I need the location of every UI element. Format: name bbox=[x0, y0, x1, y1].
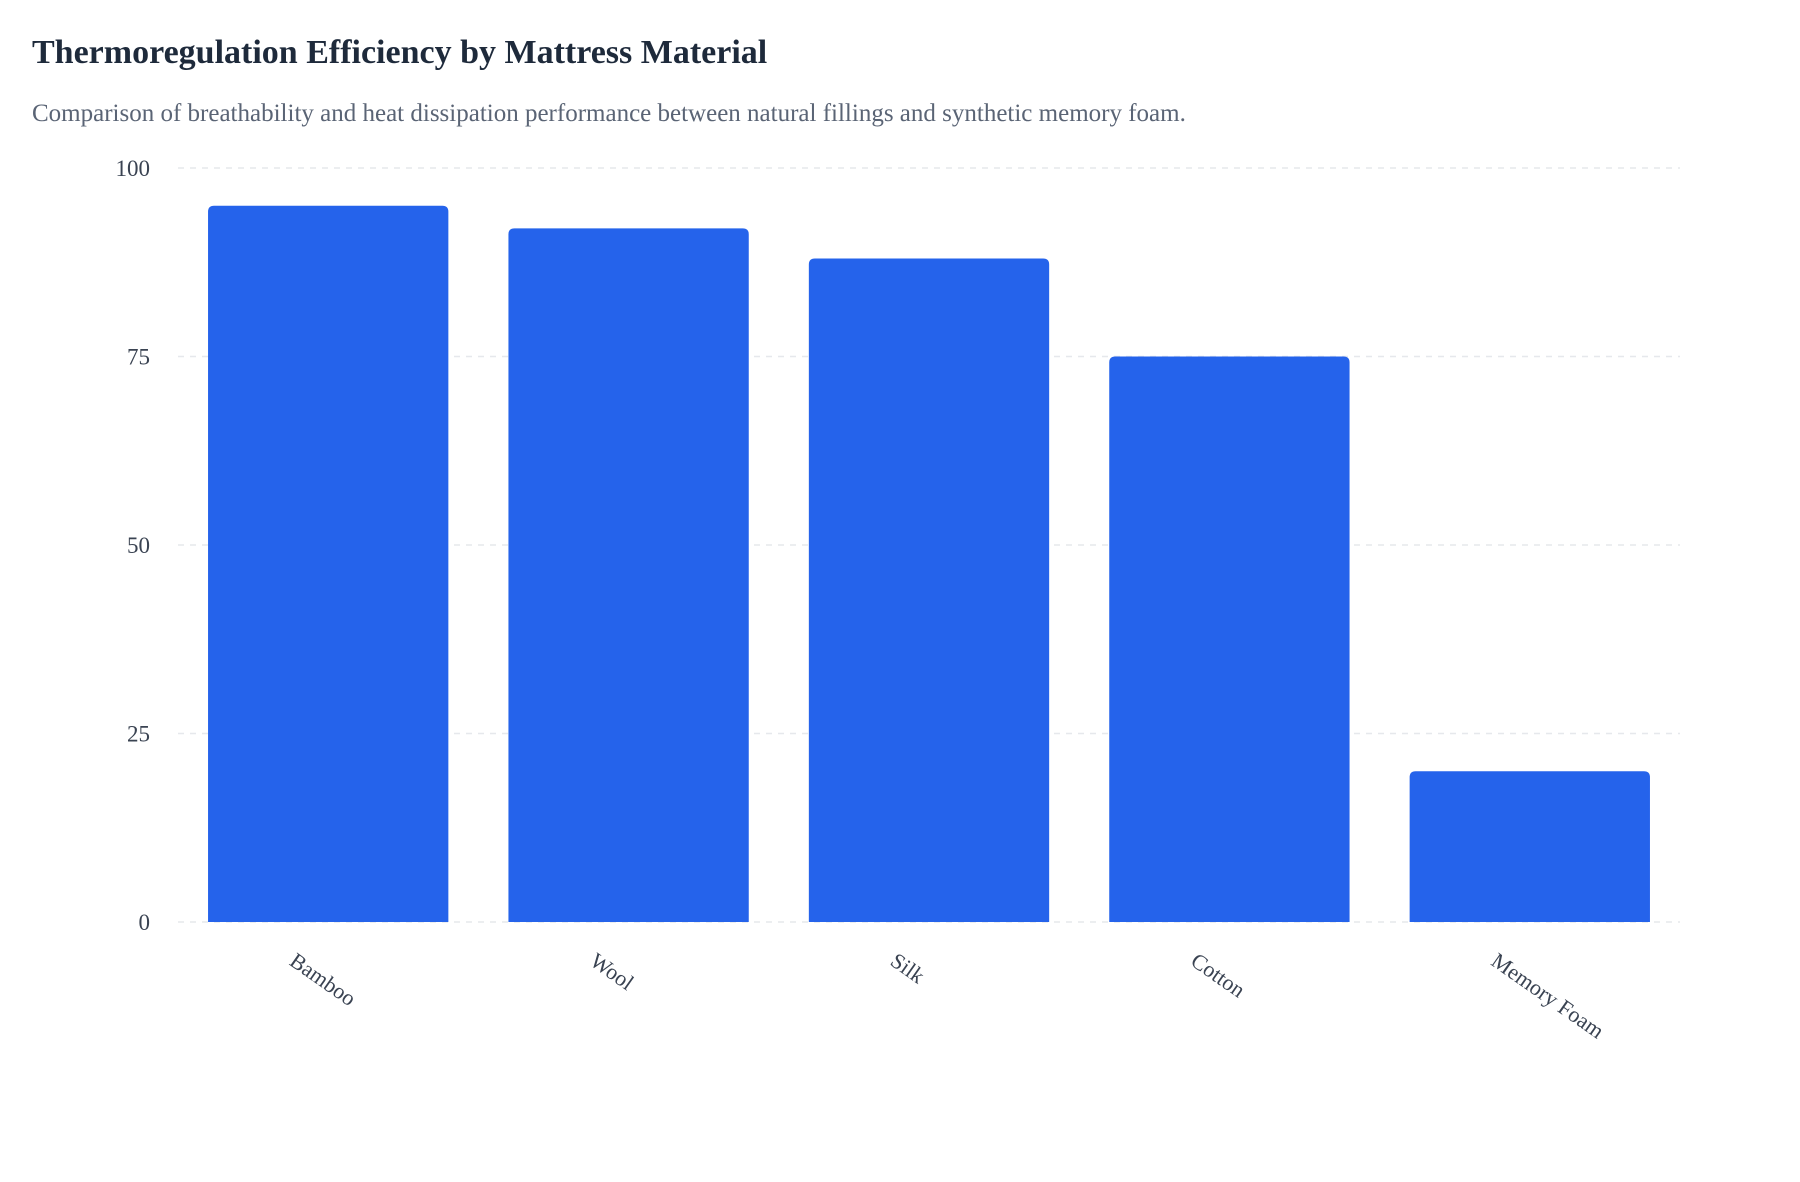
chart-title: Thermoregulation Efficiency by Mattress … bbox=[32, 34, 768, 71]
x-axis-labels: Bamboo Wool Silk Cotton Memory Foam bbox=[285, 948, 1609, 1044]
bar-silk bbox=[808, 258, 1050, 923]
bar-bamboo bbox=[208, 205, 449, 922]
y-tick-label: 25 bbox=[127, 722, 150, 747]
y-tick-label: 0 bbox=[139, 910, 151, 935]
x-tick-label: Silk bbox=[886, 948, 929, 989]
x-tick-label: Cotton bbox=[1187, 948, 1250, 1003]
x-tick-label: Bamboo bbox=[285, 948, 360, 1011]
x-tick-label: Memory Foam bbox=[1487, 948, 1609, 1044]
y-axis-ticks: 0 25 50 75 100 bbox=[116, 156, 151, 935]
y-tick-label: 50 bbox=[127, 533, 150, 558]
chart-subtitle: Comparison of breathability and heat dis… bbox=[32, 100, 1186, 127]
bar-cotton bbox=[1109, 356, 1350, 922]
bars bbox=[208, 205, 1650, 923]
y-tick-label: 75 bbox=[127, 345, 150, 370]
x-tick-label: Wool bbox=[586, 948, 639, 996]
bar-memory-foam bbox=[1409, 771, 1650, 922]
y-tick-label: 100 bbox=[116, 156, 151, 181]
bar-wool bbox=[508, 228, 749, 922]
